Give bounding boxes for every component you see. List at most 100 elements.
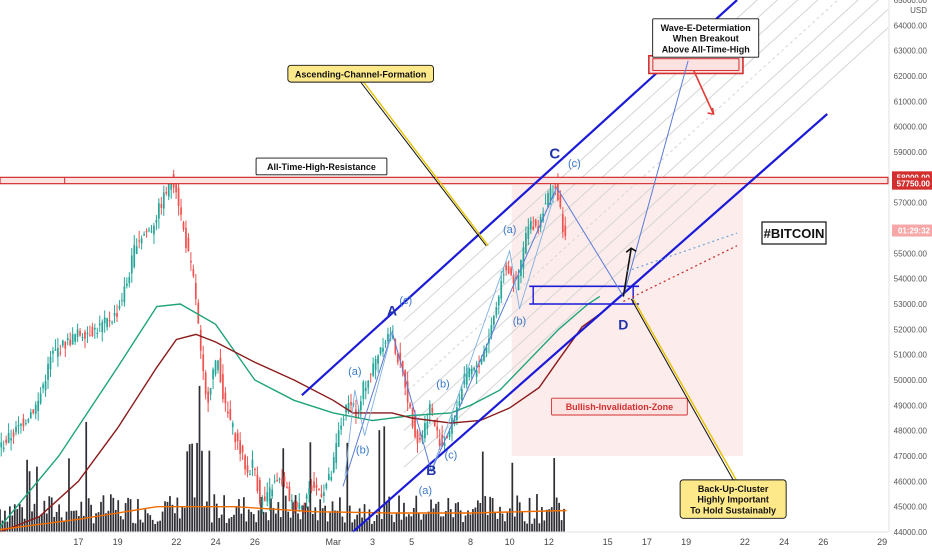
candle-body	[438, 439, 441, 447]
wave-label: (a)	[419, 485, 432, 497]
candle-body	[15, 426, 17, 433]
volume-bar	[174, 513, 176, 532]
candle-body	[93, 328, 96, 330]
candle-body	[268, 487, 271, 504]
volume-bar	[563, 508, 565, 532]
volume-bar	[58, 504, 60, 532]
volume-bar	[60, 517, 63, 532]
volume-bar	[16, 509, 19, 532]
volume-bar	[122, 519, 125, 532]
candle-body	[145, 230, 148, 233]
volume-bar	[329, 512, 331, 532]
volume-bar	[385, 501, 388, 532]
volume-bar	[223, 495, 226, 532]
wave-label: (c)	[444, 450, 457, 462]
volume-bar	[351, 522, 354, 532]
candle-body	[150, 231, 153, 233]
candle-body	[214, 360, 217, 375]
price-tag-box	[892, 224, 932, 237]
time-tick-label: 22	[740, 537, 750, 547]
time-tick-label: 19	[681, 537, 691, 547]
candle-body	[335, 443, 338, 463]
sub-wave-path	[344, 331, 393, 477]
candle-body	[34, 404, 37, 415]
volume-bar	[176, 497, 179, 532]
volume-bar	[388, 496, 391, 532]
candle-body	[10, 438, 12, 441]
volume-bar	[257, 510, 260, 532]
candle-body	[362, 381, 365, 399]
symbol-tag-box	[761, 221, 827, 245]
wave-label: B	[426, 462, 436, 478]
volume-bar	[442, 516, 445, 532]
volume-bar	[311, 513, 314, 532]
candle-body	[288, 486, 291, 502]
candle-body	[392, 334, 394, 338]
volume-bar	[395, 512, 398, 532]
price-tick-label: 62000.00	[894, 72, 928, 81]
volume-bar	[240, 513, 243, 532]
volume-bar	[203, 507, 206, 532]
price-tick-label: 60000.00	[894, 123, 928, 132]
drawings	[0, 0, 889, 533]
price-tick-label: 46000.00	[894, 477, 928, 486]
candle-body	[401, 360, 404, 372]
candle-body	[148, 229, 150, 231]
price-tick-label: 54000.00	[894, 275, 928, 284]
volume-bar	[201, 450, 203, 532]
candle-body	[382, 347, 384, 352]
volume-bar	[380, 518, 383, 532]
time-tick-label: 17	[642, 537, 652, 547]
volume-bar	[65, 511, 68, 532]
wave-label: (b)	[513, 315, 526, 327]
volume-bar	[449, 509, 452, 532]
candle-body	[204, 372, 207, 395]
volume-bar	[105, 513, 107, 532]
candle-body	[480, 359, 483, 364]
candle-body	[327, 474, 330, 481]
volume-bar	[220, 514, 223, 532]
candle-body	[27, 419, 30, 422]
volume-bar	[326, 521, 329, 532]
volume-bar	[127, 497, 129, 532]
candle-body	[559, 194, 562, 208]
volume-bar	[284, 495, 287, 532]
volume-bar	[415, 495, 418, 532]
volume-bar	[324, 505, 326, 532]
volume-bar	[196, 442, 198, 532]
candle-body	[377, 355, 379, 364]
candle-body	[79, 330, 81, 336]
time-tick-label: 17	[73, 537, 83, 547]
volume-bar	[206, 501, 208, 532]
volume-bar	[171, 504, 174, 532]
time-tick-label: 10	[505, 537, 515, 547]
channel-lower-line	[352, 113, 828, 533]
volume-bar	[400, 519, 403, 532]
candle-body	[108, 320, 111, 322]
candle-body	[170, 182, 173, 190]
volume-bar	[331, 501, 334, 532]
volume-bar	[420, 519, 423, 532]
candle-body	[426, 421, 429, 429]
volume-bar	[225, 522, 228, 532]
bear-arrow-head	[707, 107, 715, 115]
candle-body	[367, 380, 370, 388]
volume-bar	[432, 508, 435, 532]
volume-bar	[462, 521, 464, 532]
volume-bar	[186, 451, 189, 532]
candle-body	[12, 432, 15, 437]
time-tick-label: 8	[468, 537, 473, 547]
volume-bar	[262, 511, 265, 532]
candle-body	[342, 419, 345, 421]
candle-body	[64, 342, 67, 349]
volume-bar	[210, 522, 213, 532]
volume-bar	[491, 497, 494, 532]
volume-bar	[378, 430, 381, 532]
volume-bar	[250, 511, 253, 532]
volume-bar	[437, 501, 440, 532]
candle-body	[525, 232, 527, 254]
volume-bar	[6, 521, 9, 532]
candle-body	[369, 373, 372, 375]
candle-body	[406, 381, 409, 403]
